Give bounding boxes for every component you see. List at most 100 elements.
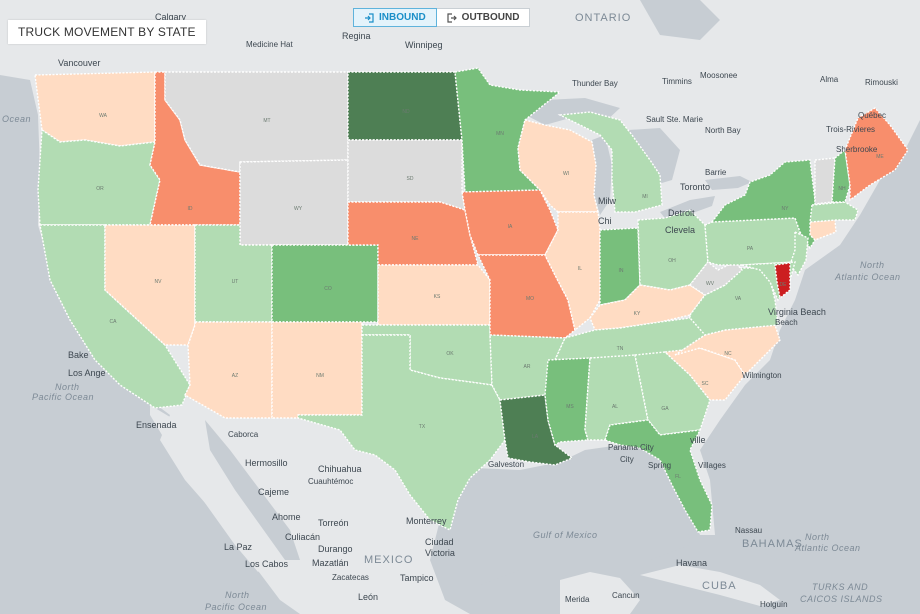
state-sd[interactable] [347, 139, 466, 212]
state-label-in: IN [619, 268, 624, 274]
cuba-island [640, 565, 780, 606]
place-la-paz: La Paz [224, 542, 253, 552]
state-pa[interactable] [704, 217, 801, 266]
place-durango: Durango [318, 544, 353, 554]
state-label-or: OR [96, 186, 104, 192]
outbound-button[interactable]: OUTBOUND [436, 8, 531, 27]
map-title: TRUCK MOVEMENT BY STATE [8, 20, 206, 44]
state-label-wy: WY [294, 206, 303, 212]
state-label-oh: OH [668, 258, 676, 264]
water-ocean-top: Ocean [2, 114, 31, 124]
state-wi[interactable] [517, 119, 599, 213]
state-label-nm: NM [316, 373, 324, 379]
place-cuba: CUBA [702, 580, 737, 592]
state-label-fl: FL [675, 474, 681, 480]
place-winnipeg: Winnipeg [405, 40, 443, 50]
state-nm[interactable] [271, 321, 363, 419]
place-labels-layer: Calgary Vancouver Medicine Hat Regina Wi… [58, 12, 898, 609]
state-label-ga: GA [661, 406, 669, 412]
place-turks: TURKS AND [812, 582, 868, 592]
gulf-of-mexico [450, 448, 690, 600]
state-ne[interactable] [347, 201, 479, 266]
state-wa[interactable] [34, 71, 156, 147]
state-fl[interactable] [604, 419, 713, 533]
state-label-sc: SC [702, 381, 709, 387]
state-label-nv: NV [155, 279, 163, 285]
state-oh[interactable] [637, 209, 709, 291]
state-label-tn: TN [617, 346, 624, 352]
state-vt[interactable] [814, 157, 836, 205]
state-nh[interactable] [831, 148, 851, 203]
place-bahamas: BAHAMAS [742, 538, 803, 550]
yucatan [560, 572, 640, 614]
baja-peninsula [150, 405, 265, 572]
state-label-il: IL [578, 266, 582, 272]
state-label-pa: PA [747, 246, 754, 252]
place-chihuahua: Chihuahua [318, 464, 362, 474]
state-mi[interactable] [557, 111, 663, 213]
state-mn[interactable] [454, 67, 562, 193]
direction-toggle: INBOUND OUTBOUND [353, 8, 531, 27]
state-label-ky: KY [634, 311, 641, 317]
water-north-pacific-4: Pacific Ocean [205, 602, 267, 612]
state-label-nh: NH [838, 186, 846, 192]
place-north-bay: North Bay [705, 126, 741, 135]
place-tampico: Tampico [400, 573, 434, 583]
state-il[interactable] [544, 211, 601, 332]
state-me[interactable] [844, 107, 909, 202]
place-villages: Villages [698, 461, 726, 470]
state-nj[interactable] [789, 230, 809, 277]
state-label-nd: ND [402, 109, 410, 115]
state-label-ks: KS [434, 294, 441, 300]
place-havana: Havana [676, 558, 707, 568]
state-label-nc: NC [724, 351, 732, 357]
state-label-wi: WI [563, 171, 569, 177]
state-label-ca: CA [110, 319, 118, 325]
place-cleveland: Clevela [665, 225, 695, 235]
state-ma[interactable] [809, 201, 859, 223]
place-cuauhtemoc: Cuauhtémoc [308, 477, 353, 486]
sign-in-icon [365, 12, 374, 23]
state-label-de: DE [780, 282, 788, 288]
place-zacatecas: Zacatecas [332, 573, 369, 582]
state-label-mn: MN [496, 131, 504, 137]
water-north-pacific-2: Pacific Ocean [32, 392, 94, 402]
water-north-atlantic-1: North [860, 260, 885, 270]
water-north-pacific-1: North [55, 382, 80, 392]
place-leon: León [358, 592, 378, 602]
place-culiacan: Culiacán [285, 532, 320, 542]
place-sault: Sault Ste. Marie [646, 115, 703, 124]
state-wv[interactable] [688, 261, 743, 296]
state-nd[interactable] [347, 71, 463, 141]
state-sc[interactable] [663, 347, 746, 401]
sign-out-icon [447, 12, 457, 23]
state-wy[interactable] [239, 159, 349, 246]
water-labels-layer: Ocean North Pacific Ocean North Pacific … [2, 114, 900, 612]
inbound-button[interactable]: INBOUND [353, 8, 437, 27]
place-ahome: Ahome [272, 512, 301, 522]
place-wilmington: Wilmington [742, 371, 782, 380]
state-label-ar: AR [524, 364, 531, 370]
state-label-az: AZ [232, 373, 238, 379]
state-labels-layer: WA OR CA ID NV MT WY UT AZ CO NM ND SD N… [96, 109, 884, 480]
place-jacksonville: ville [690, 435, 706, 445]
state-ut[interactable] [194, 224, 273, 323]
place-sherbrooke: Sherbrooke [836, 145, 878, 154]
place-spring-hill: Spring [648, 461, 671, 470]
place-mazatlan: Mazatlán [312, 558, 349, 568]
state-ms[interactable] [544, 357, 591, 447]
state-ct[interactable] [809, 219, 837, 241]
state-mt[interactable] [164, 71, 349, 173]
place-cancun: Cancun [612, 591, 640, 600]
state-tx[interactable] [297, 334, 506, 532]
state-or[interactable] [37, 128, 161, 226]
state-ny[interactable] [710, 159, 816, 250]
state-co[interactable] [271, 244, 379, 323]
place-hermosillo: Hermosillo [245, 458, 288, 468]
state-ia[interactable] [461, 189, 559, 256]
state-label-al: AL [612, 404, 618, 410]
state-de[interactable] [774, 262, 791, 300]
place-rimouski: Rimouski [865, 78, 898, 87]
place-ontario: ONTARIO [575, 12, 631, 24]
